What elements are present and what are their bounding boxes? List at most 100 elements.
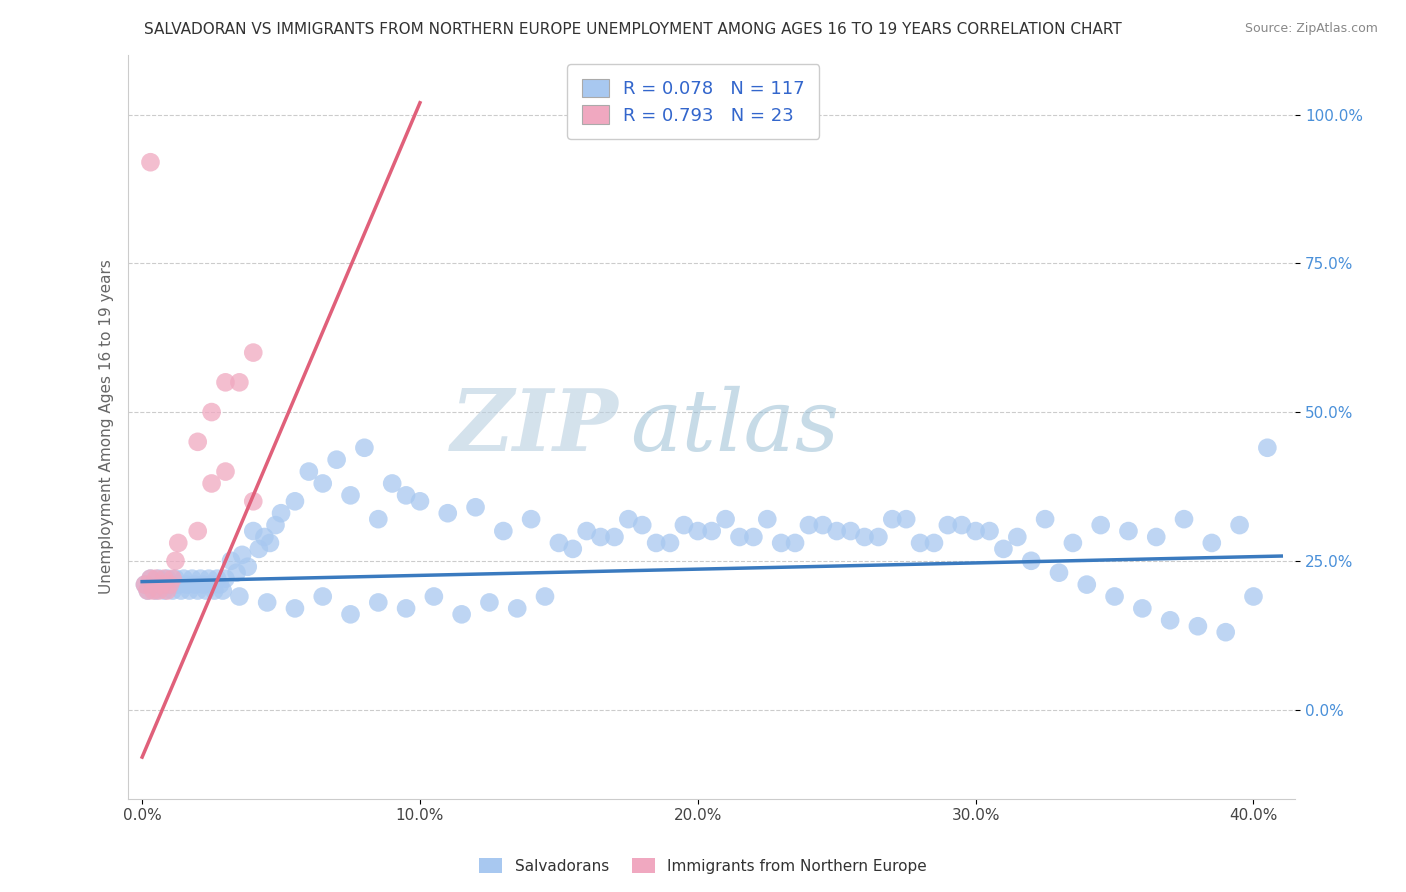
- Point: [603, 530, 626, 544]
- Point: [1007, 530, 1029, 544]
- Point: [156, 572, 179, 586]
- Point: [423, 590, 446, 604]
- Point: [882, 512, 904, 526]
- Point: [205, 572, 228, 586]
- Point: [534, 590, 557, 604]
- Point: [179, 583, 201, 598]
- Point: [1104, 590, 1126, 604]
- Point: [187, 434, 209, 449]
- Point: [187, 524, 209, 538]
- Point: [1130, 601, 1153, 615]
- Point: [134, 577, 156, 591]
- Point: [868, 530, 890, 544]
- Point: [339, 607, 361, 622]
- Point: [156, 583, 179, 598]
- Y-axis label: Unemployment Among Ages 16 to 19 years: Unemployment Among Ages 16 to 19 years: [100, 260, 114, 594]
- Point: [783, 536, 806, 550]
- Legend: Salvadorans, Immigrants from Northern Europe: Salvadorans, Immigrants from Northern Eu…: [474, 852, 932, 880]
- Point: [561, 541, 583, 556]
- Point: [742, 530, 765, 544]
- Point: [1173, 512, 1195, 526]
- Point: [922, 536, 945, 550]
- Point: [506, 601, 529, 615]
- Point: [770, 536, 793, 550]
- Point: [214, 572, 236, 586]
- Point: [242, 524, 264, 538]
- Point: [950, 518, 973, 533]
- Point: [312, 590, 335, 604]
- Point: [896, 512, 918, 526]
- Point: [686, 524, 709, 538]
- Point: [659, 536, 682, 550]
- Point: [159, 577, 181, 591]
- Point: [367, 512, 389, 526]
- Point: [575, 524, 598, 538]
- Point: [811, 518, 834, 533]
- Point: [214, 376, 236, 390]
- Point: [1033, 512, 1056, 526]
- Point: [219, 554, 242, 568]
- Point: [1215, 625, 1237, 640]
- Point: [312, 476, 335, 491]
- Point: [150, 577, 173, 591]
- Point: [853, 530, 876, 544]
- Point: [214, 465, 236, 479]
- Point: [520, 512, 543, 526]
- Point: [208, 577, 231, 591]
- Point: [464, 500, 486, 515]
- Point: [1144, 530, 1167, 544]
- Point: [202, 583, 225, 598]
- Point: [492, 524, 515, 538]
- Point: [284, 494, 307, 508]
- Point: [242, 345, 264, 359]
- Point: [1201, 536, 1223, 550]
- Point: [153, 572, 176, 586]
- Point: [839, 524, 862, 538]
- Point: [1243, 590, 1265, 604]
- Point: [170, 583, 193, 598]
- Point: [436, 506, 458, 520]
- Point: [236, 559, 259, 574]
- Point: [190, 572, 212, 586]
- Point: [200, 577, 222, 591]
- Point: [253, 530, 276, 544]
- Point: [198, 572, 221, 586]
- Point: [1187, 619, 1209, 633]
- Point: [1019, 554, 1042, 568]
- Point: [242, 494, 264, 508]
- Text: ZIP: ZIP: [450, 385, 619, 468]
- Point: [187, 583, 209, 598]
- Point: [165, 572, 187, 586]
- Point: [228, 376, 250, 390]
- Point: [339, 488, 361, 502]
- Point: [247, 541, 270, 556]
- Point: [395, 601, 418, 615]
- Point: [159, 577, 181, 591]
- Point: [200, 405, 222, 419]
- Point: [259, 536, 281, 550]
- Point: [756, 512, 779, 526]
- Point: [1090, 518, 1112, 533]
- Point: [139, 155, 162, 169]
- Point: [167, 577, 190, 591]
- Point: [162, 583, 184, 598]
- Point: [353, 441, 375, 455]
- Point: [1229, 518, 1251, 533]
- Point: [367, 595, 389, 609]
- Point: [139, 572, 162, 586]
- Point: [176, 577, 198, 591]
- Point: [1118, 524, 1140, 538]
- Point: [714, 512, 737, 526]
- Point: [672, 518, 695, 533]
- Point: [700, 524, 723, 538]
- Point: [908, 536, 931, 550]
- Point: [231, 548, 253, 562]
- Point: [148, 583, 170, 598]
- Point: [325, 452, 347, 467]
- Point: [136, 583, 159, 598]
- Point: [589, 530, 612, 544]
- Point: [256, 595, 278, 609]
- Point: [409, 494, 432, 508]
- Point: [797, 518, 820, 533]
- Point: [617, 512, 640, 526]
